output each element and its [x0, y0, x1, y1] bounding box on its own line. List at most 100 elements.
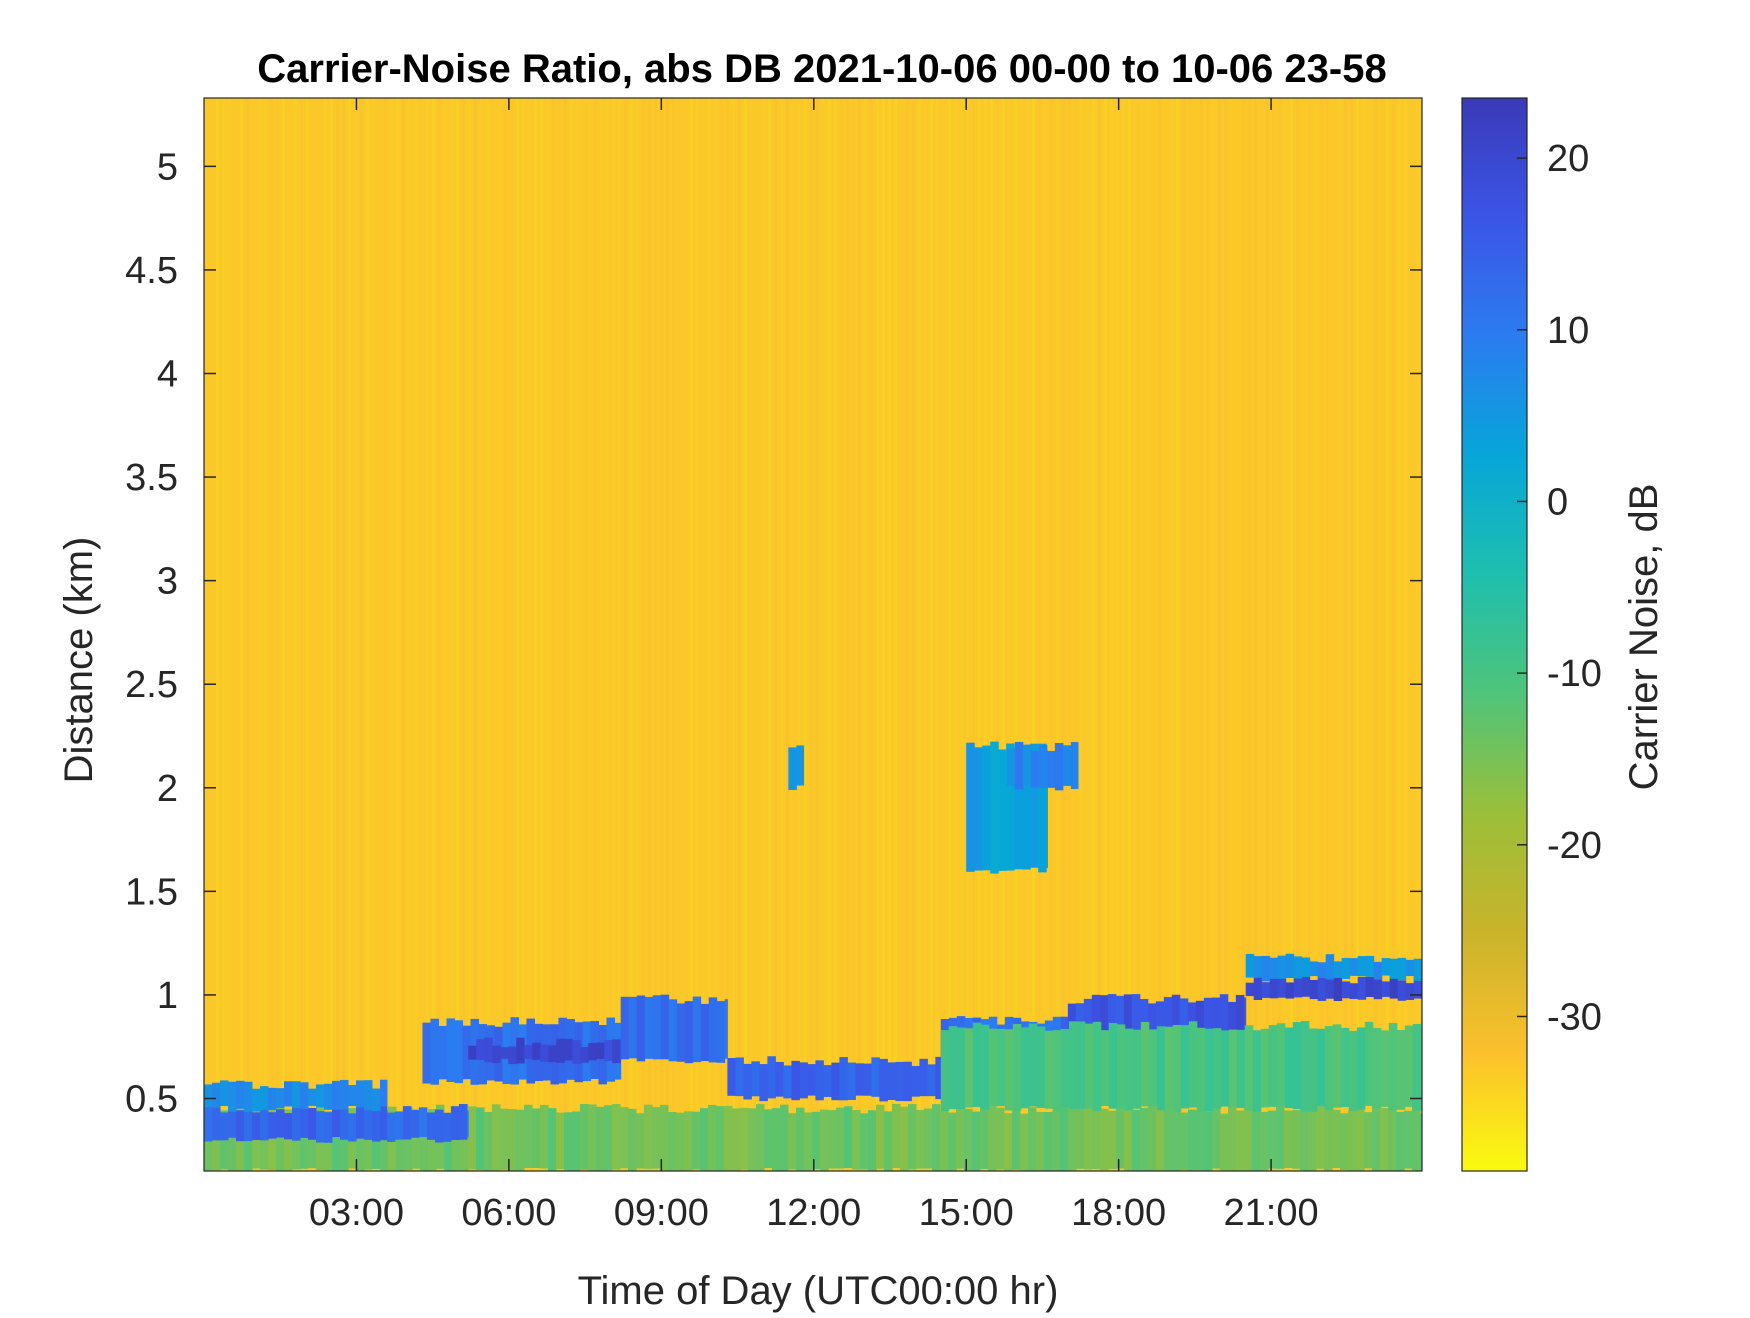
heatmap-cell [1196, 1111, 1205, 1171]
heatmap-texture-stripe [1344, 98, 1347, 1171]
heatmap-texture-stripe [684, 98, 687, 1171]
heatmap-texture-stripe [324, 98, 327, 1171]
heatmap-cell [516, 1109, 525, 1171]
heatmap-texture-stripe [1254, 98, 1257, 1171]
heatmap-texture-stripe [648, 98, 651, 1171]
heatmap-cell [1046, 750, 1056, 788]
heatmap-cell [276, 1088, 285, 1108]
heatmap-texture-stripe [960, 98, 963, 1171]
heatmap-cell [1180, 1025, 1190, 1109]
heatmap-cell [1412, 1106, 1421, 1171]
heatmap-cell [1293, 956, 1303, 979]
heatmap-texture-stripe [456, 98, 459, 1171]
heatmap-cell [442, 1112, 452, 1142]
heatmap-cell [1124, 1107, 1133, 1171]
heatmap-cell [1022, 746, 1031, 870]
heatmap-cell [430, 1018, 439, 1085]
heatmap-cell [1236, 1110, 1245, 1171]
heatmap-cell [220, 1112, 229, 1141]
heatmap-cell [1397, 980, 1407, 1001]
heatmap-cell [1365, 955, 1375, 977]
heatmap-cell [996, 1028, 1006, 1107]
heatmap-cell [1340, 1113, 1349, 1171]
heatmap-cell [1022, 744, 1032, 786]
heatmap-texture-stripe [1032, 98, 1035, 1171]
heatmap-cell [1340, 1027, 1350, 1108]
heatmap-cell [1357, 956, 1367, 977]
heatmap-cell [1413, 977, 1422, 999]
heatmap-cell [692, 996, 702, 1063]
heatmap-texture-stripe [582, 98, 585, 1171]
heatmap-texture-stripe [1164, 98, 1167, 1171]
heatmap-texture-stripe [420, 98, 423, 1171]
heatmap-cell [628, 1108, 637, 1171]
heatmap-texture-stripe [636, 98, 639, 1171]
axes: 03:00 06:00 09:00 12:00 15:00 18:00 21:00 0.5 1 1… [125, 97, 1423, 1234]
heatmap-cell [1006, 743, 1015, 871]
heatmap-texture-stripe [768, 98, 771, 1171]
heatmap-cell [1196, 1027, 1206, 1112]
heatmap-cell [879, 1058, 888, 1102]
heatmap-cell [1349, 958, 1359, 976]
heatmap-texture-stripe [828, 98, 831, 1171]
heatmap-cell [1332, 1024, 1342, 1108]
heatmap-cell [644, 996, 654, 1059]
heatmap-texture-stripe [1158, 98, 1161, 1171]
x-tick-label: 03:00 [309, 1192, 404, 1234]
heatmap-cell [300, 1082, 309, 1109]
heatmap-texture-stripe [378, 98, 381, 1171]
heatmap-cell [935, 1056, 942, 1100]
heatmap-cell [1070, 742, 1079, 789]
heatmap-cell [788, 747, 797, 791]
heatmap-cell [871, 1057, 880, 1097]
heatmap-cell [836, 1107, 845, 1169]
heatmap-texture-stripe [210, 98, 213, 1171]
heatmap-texture-stripe [942, 98, 945, 1171]
heatmap-texture-stripe [348, 98, 351, 1171]
heatmap-cell [644, 1104, 653, 1169]
heatmap-texture-stripe [972, 98, 975, 1171]
heatmap-cell [364, 1080, 373, 1111]
heatmap-cell [1381, 958, 1391, 976]
heatmap-cell [316, 1111, 325, 1143]
heatmap-cell [727, 1058, 736, 1096]
heatmap-cell [1389, 958, 1399, 979]
heatmap-cell [252, 1088, 261, 1112]
heatmap-cell [1372, 1028, 1382, 1109]
heatmap-texture-stripe [354, 98, 357, 1171]
heatmap-texture-stripe [294, 98, 297, 1171]
heatmap-cell [895, 1061, 904, 1102]
heatmap-cell [982, 745, 991, 871]
heatmap-texture-stripe [252, 98, 255, 1171]
heatmap-cell [1075, 1003, 1085, 1038]
heatmap-cell [466, 1110, 469, 1138]
heatmap-cell [340, 1104, 349, 1140]
heatmap-texture-stripe [606, 98, 609, 1171]
heatmap-texture-stripe [1086, 98, 1089, 1171]
heatmap-cell [1364, 1021, 1374, 1106]
heatmap-texture-stripe [258, 98, 261, 1171]
heatmap-cell [1316, 1028, 1326, 1107]
heatmap-cell [1332, 1109, 1341, 1169]
heatmap-cell [636, 1113, 645, 1169]
heatmap-texture-stripe [1116, 98, 1119, 1171]
heatmap-cell [492, 1104, 501, 1171]
heatmap-cell [815, 1060, 824, 1101]
heatmap-cell [1212, 1103, 1221, 1169]
heatmap-cell [1092, 1021, 1102, 1111]
heatmap-texture-stripe [1176, 98, 1179, 1171]
heatmap-cell [852, 1110, 861, 1170]
heatmap-texture-stripe [822, 98, 825, 1171]
heatmap-texture-stripe [588, 98, 591, 1171]
heatmap-cell [1172, 1105, 1181, 1171]
heatmap-texture-stripe [480, 98, 483, 1171]
heatmap-cell [244, 1081, 253, 1112]
heatmap-cell [1091, 994, 1101, 1038]
heatmap-cell [1373, 976, 1383, 1000]
colorbar-label: Carrier Noise, dB [1622, 484, 1666, 791]
heatmap-cell [316, 1084, 325, 1108]
heatmap-cell [1020, 1113, 1029, 1171]
heatmap-texture-stripe [468, 98, 471, 1171]
heatmap-cell [212, 1107, 221, 1141]
heatmap-texture-stripe [1110, 98, 1113, 1171]
